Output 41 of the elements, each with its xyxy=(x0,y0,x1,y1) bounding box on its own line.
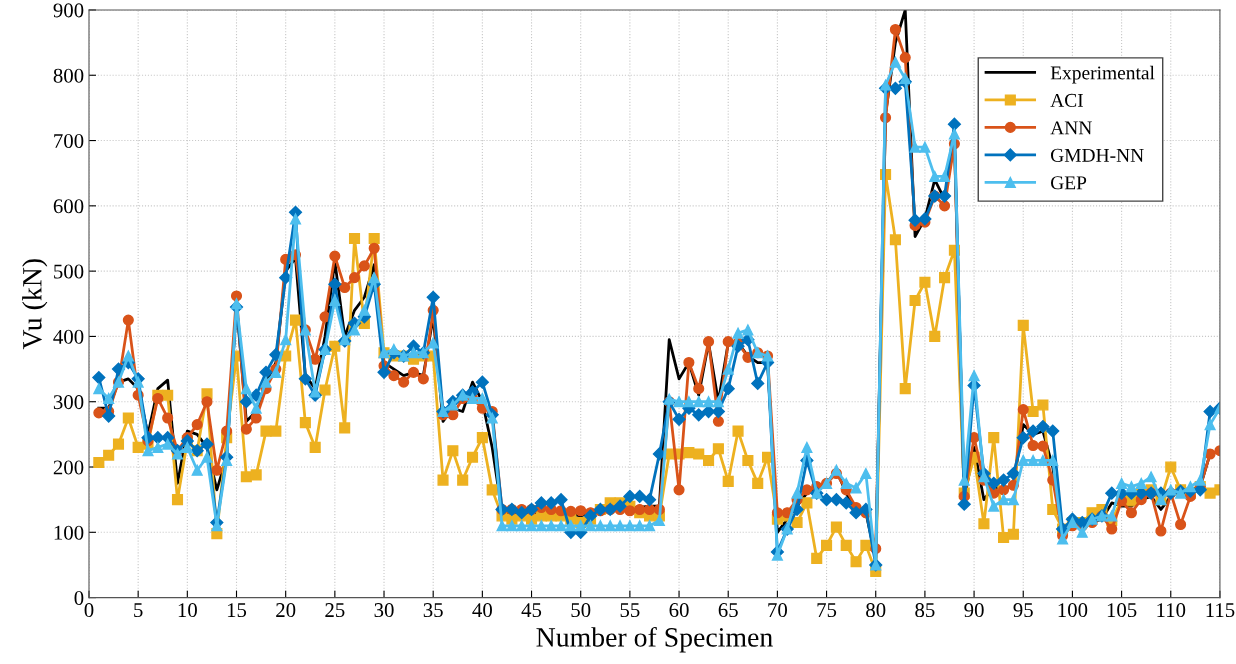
x-tick-label: 65 xyxy=(718,603,738,618)
y-tick-label: 300 xyxy=(53,395,84,410)
legend-label: GMDH-NN xyxy=(1050,148,1144,162)
x-tick-label: 50 xyxy=(571,603,591,618)
x-axis-title: Number of Specimen xyxy=(536,626,773,653)
legend-label: ANN xyxy=(1050,121,1092,135)
y-tick-label: 900 xyxy=(53,3,84,18)
x-tick-label: 25 xyxy=(325,603,345,618)
x-tick-label: 95 xyxy=(1013,603,1033,618)
x-tick-label: 20 xyxy=(276,603,296,618)
x-tick-label: 0 xyxy=(84,603,94,618)
x-tick-label: 85 xyxy=(915,603,935,618)
y-tick-label: 600 xyxy=(53,199,84,214)
x-tick-label: 105 xyxy=(1107,603,1137,618)
x-tick-label: 5 xyxy=(134,603,143,618)
y-tick-label: 0 xyxy=(74,590,84,606)
x-tick-label: 90 xyxy=(964,603,984,618)
y-tick-label: 200 xyxy=(53,460,84,475)
x-tick-label: 70 xyxy=(768,603,788,618)
y-tick-label: 700 xyxy=(54,133,84,148)
x-tick-label: 80 xyxy=(866,603,886,618)
x-tick-label: 75 xyxy=(817,603,837,618)
x-tick-label: 55 xyxy=(620,603,640,618)
x-tick-label: 60 xyxy=(669,603,689,618)
x-tick-label: 110 xyxy=(1157,603,1186,618)
y-tick-label: 800 xyxy=(53,68,84,83)
x-tick-label: 35 xyxy=(423,603,443,618)
y-tick-label: 500 xyxy=(54,264,84,279)
x-tick-label: 40 xyxy=(472,603,492,618)
x-tick-label: 30 xyxy=(374,603,394,618)
legend-label: GEP xyxy=(1050,176,1087,190)
x-tick-label: 15 xyxy=(227,603,247,618)
x-tick-label: 45 xyxy=(521,603,542,618)
x-tick-label: 115 xyxy=(1206,603,1235,618)
legend-label: ACI xyxy=(1050,93,1083,107)
y-tick-label: 100 xyxy=(54,525,84,540)
x-tick-label: 10 xyxy=(178,603,197,618)
y-tick-label: 400 xyxy=(53,329,84,344)
x-tick-label: 100 xyxy=(1058,603,1088,618)
y-axis-title: Vu (kN) xyxy=(22,259,48,350)
legend-label: Experimental xyxy=(1050,65,1155,84)
